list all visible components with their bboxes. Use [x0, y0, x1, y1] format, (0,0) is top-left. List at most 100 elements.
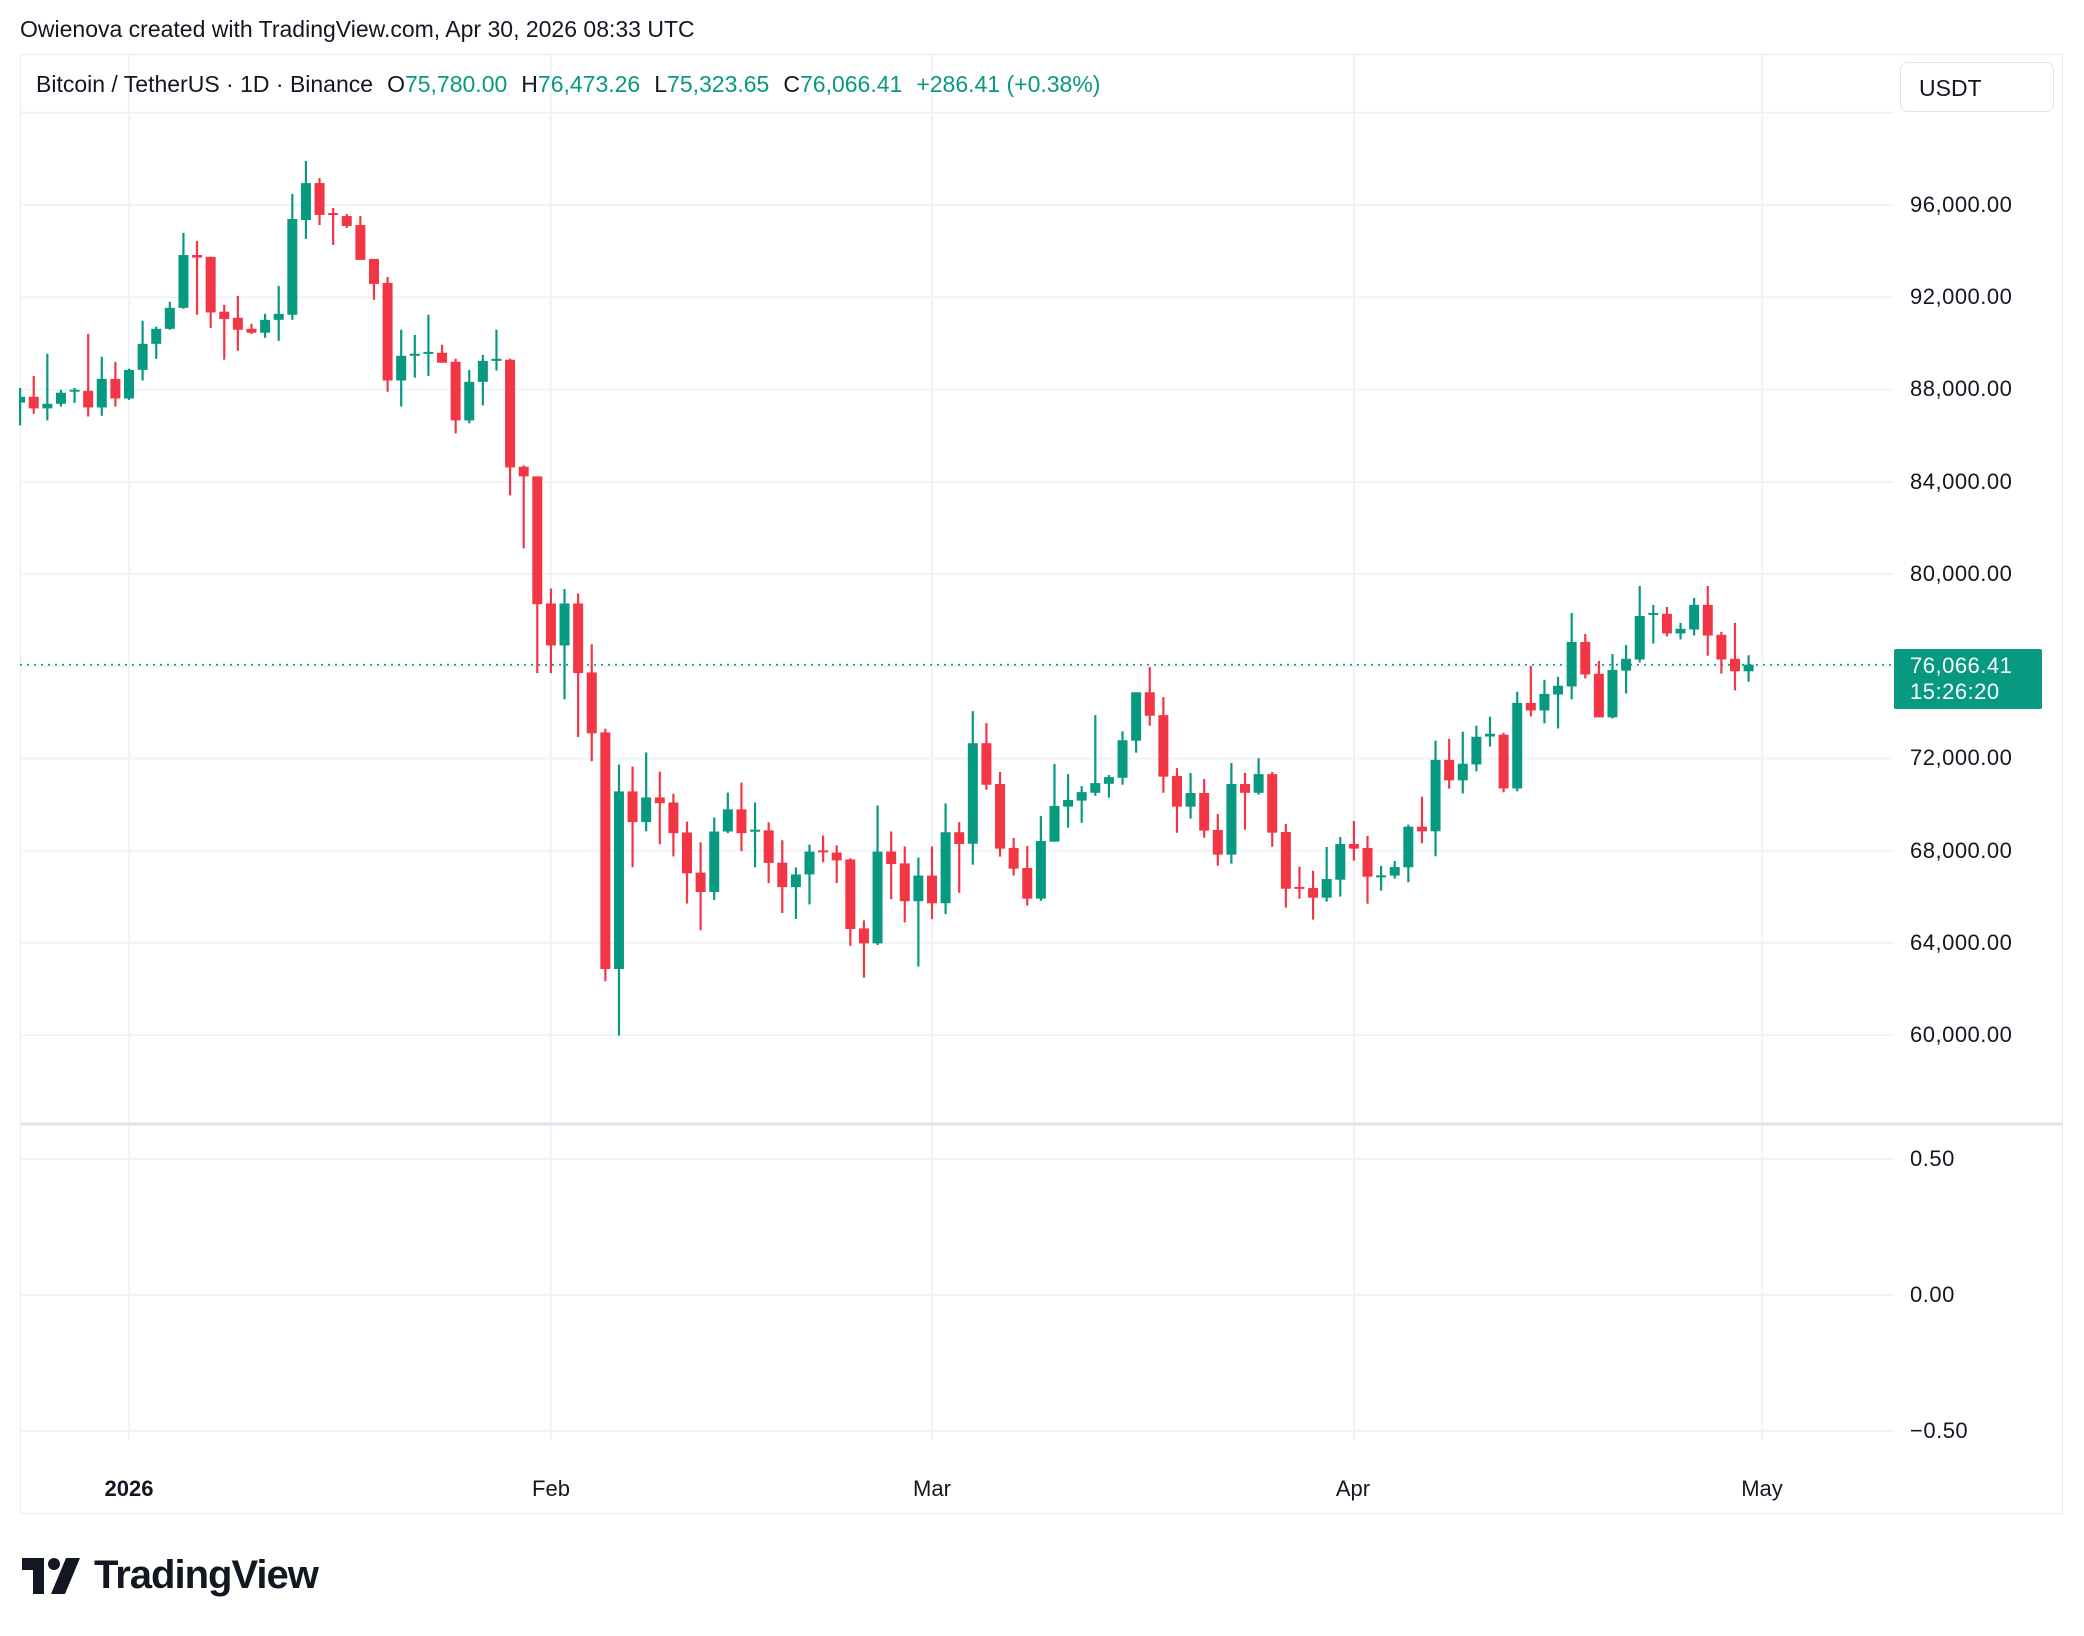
candle-down[interactable] — [1267, 772, 1278, 847]
candle-down[interactable] — [886, 831, 897, 900]
candle-down[interactable] — [382, 276, 393, 392]
candle-up[interactable] — [1471, 725, 1482, 772]
candle-down[interactable] — [1171, 768, 1182, 833]
candle-up[interactable] — [1566, 612, 1577, 700]
candle-down[interactable] — [1416, 796, 1427, 844]
candle-down[interactable] — [899, 846, 910, 923]
candle-up[interactable] — [641, 752, 652, 832]
candle-up[interactable] — [1321, 846, 1332, 902]
candle-down[interactable] — [1702, 585, 1713, 656]
candle-down[interactable] — [1593, 660, 1604, 718]
candle-down[interactable] — [1199, 778, 1210, 838]
candle-up[interactable] — [709, 817, 720, 901]
candle-down[interactable] — [1729, 622, 1740, 691]
candle-up[interactable] — [1076, 786, 1087, 823]
candle-up[interactable] — [464, 369, 475, 424]
candle-up[interactable] — [1485, 716, 1495, 747]
candle-down[interactable] — [1362, 835, 1373, 904]
candle-down[interactable] — [763, 822, 774, 884]
candle-up[interactable] — [940, 803, 951, 915]
candle-up[interactable] — [1103, 775, 1114, 798]
candle-up[interactable] — [178, 232, 189, 309]
candle-down[interactable] — [192, 240, 203, 315]
candle-down[interactable] — [926, 846, 937, 920]
candle-down[interactable] — [505, 358, 516, 496]
candle-down[interactable] — [831, 845, 842, 883]
candle-down[interactable] — [1498, 732, 1509, 793]
candle-down[interactable] — [627, 766, 638, 868]
candle-up[interactable] — [1253, 758, 1264, 795]
candle-down[interactable] — [858, 920, 869, 978]
candle-down[interactable] — [573, 593, 584, 737]
candle-down[interactable] — [1240, 772, 1251, 830]
candle-up[interactable] — [1131, 692, 1142, 753]
symbol-title[interactable]: Bitcoin / TetherUS · 1D · Binance — [36, 71, 374, 97]
candle-up[interactable] — [750, 802, 761, 868]
candle-up[interactable] — [804, 844, 815, 905]
candle-up[interactable] — [409, 334, 420, 378]
candle-up[interactable] — [287, 193, 298, 320]
candle-down[interactable] — [1144, 667, 1155, 726]
candle-down[interactable] — [1008, 837, 1019, 876]
candle-up[interactable] — [1389, 861, 1400, 879]
candle-up[interactable] — [1743, 655, 1754, 682]
candle-up[interactable] — [790, 867, 801, 919]
candle-up[interactable] — [491, 329, 502, 371]
candle-down[interactable] — [600, 728, 611, 982]
candle-up[interactable] — [96, 356, 107, 416]
candle-up[interactable] — [164, 301, 175, 330]
candle-down[interactable] — [532, 476, 543, 674]
candle-up[interactable] — [55, 389, 66, 407]
candle-up[interactable] — [1675, 622, 1686, 640]
candle-down[interactable] — [954, 822, 965, 893]
candle-down[interactable] — [1348, 820, 1359, 861]
candle-down[interactable] — [1661, 606, 1672, 637]
candle-up[interactable] — [967, 711, 978, 865]
candle-up[interactable] — [1226, 763, 1237, 864]
candle-up[interactable] — [1035, 816, 1046, 901]
candle-up[interactable] — [913, 857, 924, 967]
candle-down[interactable] — [1022, 846, 1033, 906]
candle-down[interactable] — [995, 772, 1006, 857]
candle-up[interactable] — [722, 792, 733, 834]
candle-up[interactable] — [1634, 585, 1645, 663]
candle-down[interactable] — [545, 588, 556, 674]
candle-up[interactable] — [1512, 691, 1523, 792]
candle-up[interactable] — [273, 285, 284, 341]
candle-up[interactable] — [1376, 865, 1387, 891]
candle-down[interactable] — [1525, 665, 1536, 717]
candle-up[interactable] — [137, 320, 148, 381]
candle-down[interactable] — [232, 295, 243, 351]
candle-up[interactable] — [1539, 679, 1550, 724]
candle-down[interactable] — [818, 835, 829, 863]
candle-down[interactable] — [83, 333, 94, 417]
candle-down[interactable] — [355, 216, 366, 260]
candle-down[interactable] — [341, 213, 352, 229]
candle-down[interactable] — [1308, 870, 1319, 920]
candle-up[interactable] — [151, 326, 162, 359]
candle-up[interactable] — [613, 764, 624, 1036]
candle-down[interactable] — [219, 304, 230, 360]
candle-down[interactable] — [368, 258, 379, 300]
candle-down[interactable] — [1580, 633, 1591, 679]
candle-up[interactable] — [423, 314, 434, 376]
candle-up[interactable] — [42, 353, 53, 421]
candle-down[interactable] — [845, 858, 856, 946]
candle-up[interactable] — [124, 368, 134, 400]
candle-up[interactable] — [559, 589, 570, 700]
candle-down[interactable] — [736, 782, 747, 852]
candle-up[interactable] — [19, 388, 26, 426]
candle-up[interactable] — [1607, 653, 1618, 719]
candle-down[interactable] — [682, 821, 693, 904]
candle-down[interactable] — [1280, 823, 1291, 908]
candle-down[interactable] — [1444, 738, 1455, 789]
candle-up[interactable] — [1403, 824, 1414, 883]
candle-up[interactable] — [1117, 731, 1128, 785]
candle-up[interactable] — [1621, 644, 1632, 694]
candle-down[interactable] — [328, 207, 339, 245]
candle-down[interactable] — [586, 644, 597, 762]
candle-down[interactable] — [450, 358, 461, 434]
candle-up[interactable] — [1648, 604, 1659, 644]
candle-down[interactable] — [777, 840, 788, 913]
